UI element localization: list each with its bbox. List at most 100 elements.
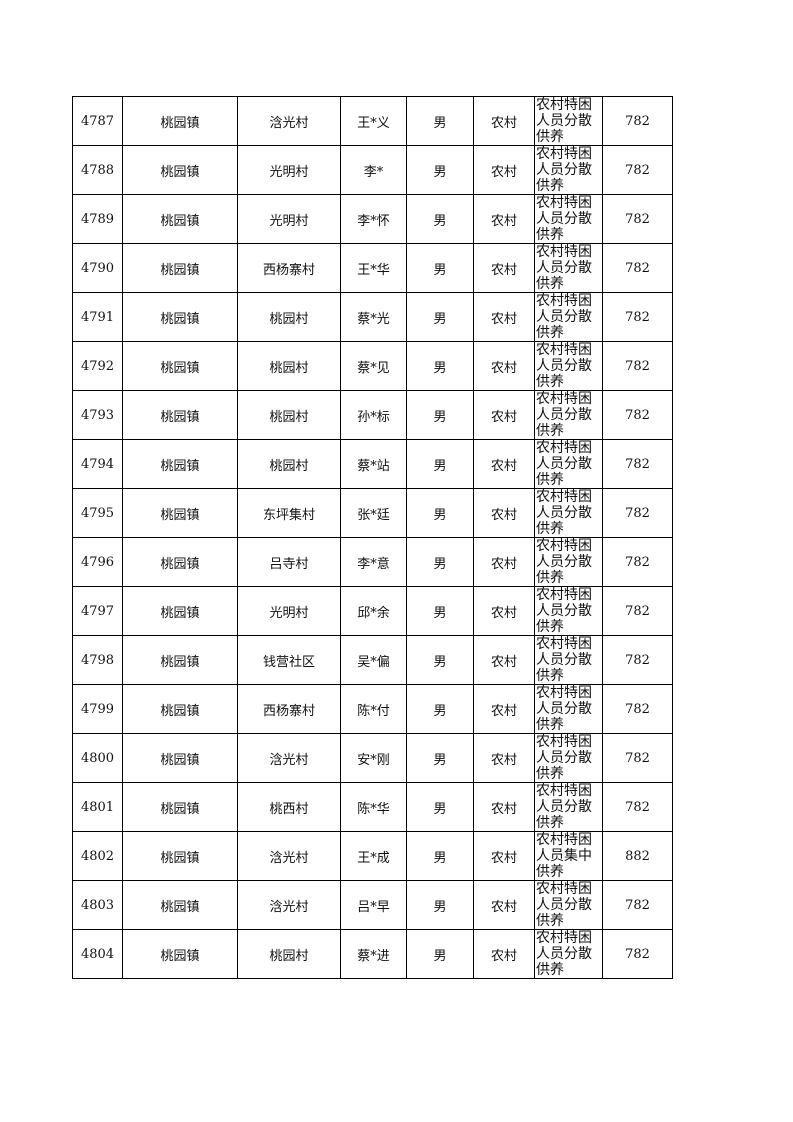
cell-village: 浛光村 bbox=[237, 831, 341, 881]
cell-name: 吴*偏 bbox=[340, 635, 407, 685]
cell-category: 农村特困人员分散供养 bbox=[534, 194, 603, 244]
cell-text: 农村特困人员分散供养 bbox=[536, 881, 592, 929]
cell-name: 蔡*见 bbox=[340, 341, 407, 391]
cell-name: 孙*标 bbox=[340, 390, 407, 440]
cell-category: 农村特困人员分散供养 bbox=[534, 733, 603, 783]
cell-id: 4798 bbox=[72, 635, 123, 685]
table-row: 4788 桃园镇 光明村 李* 男农村 农村特困人员分散供养 782 bbox=[72, 145, 673, 195]
cell-text: 农村特困人员分散供养 bbox=[536, 97, 592, 145]
cell-area: 农村 bbox=[473, 880, 535, 930]
cell-area: 农村 bbox=[473, 537, 535, 587]
cell-gender: 男 bbox=[406, 194, 474, 244]
cell-category: 农村特困人员分散供养 bbox=[534, 684, 603, 734]
cell-text: 农村特困人员分散供养 bbox=[536, 293, 592, 341]
cell-town: 桃园镇 bbox=[122, 635, 238, 685]
table-row: 4794 桃园镇 桃园村 蔡*站男农村 农村特困人员分散供养 782 bbox=[72, 439, 673, 489]
cell-area: 农村 bbox=[473, 390, 535, 440]
cell-village: 吕寺村 bbox=[237, 537, 341, 587]
table-row: 4801 桃园镇 桃西村 陈*华男农村 农村特困人员分散供养 782 bbox=[72, 782, 673, 832]
cell-area: 农村 bbox=[473, 292, 535, 342]
cell-town: 桃园镇 bbox=[122, 439, 238, 489]
cell-town: 桃园镇 bbox=[122, 880, 238, 930]
cell-village: 光明村 bbox=[237, 145, 341, 195]
cell-category: 农村特困人员分散供养 bbox=[534, 586, 603, 636]
cell-text: 农村特困人员分散供养 bbox=[536, 489, 592, 537]
cell-town: 桃园镇 bbox=[122, 194, 238, 244]
cell-name: 李*意 bbox=[340, 537, 407, 587]
cell-amount: 782 bbox=[602, 439, 673, 489]
cell-category: 农村特困人员分散供养 bbox=[534, 390, 603, 440]
cell-amount: 782 bbox=[602, 292, 673, 342]
cell-id: 4796 bbox=[72, 537, 123, 587]
table-row: 4790 桃园镇 西杨寨村 王*华男农村 农村特困人员分散供养 782 bbox=[72, 243, 673, 293]
cell-gender: 男 bbox=[406, 782, 474, 832]
cell-id: 4787 bbox=[72, 96, 123, 146]
cell-town: 桃园镇 bbox=[122, 684, 238, 734]
cell-name: 李*怀 bbox=[340, 194, 407, 244]
cell-gender: 男 bbox=[406, 929, 474, 979]
cell-village: 西杨寨村 bbox=[237, 684, 341, 734]
cell-name: 陈*付 bbox=[340, 684, 407, 734]
cell-gender: 男 bbox=[406, 341, 474, 391]
table-row: 4804 桃园镇 桃园村 蔡*进男农村 农村特困人员分散供养 782 bbox=[72, 929, 673, 979]
cell-gender: 男 bbox=[406, 586, 474, 636]
cell-town: 桃园镇 bbox=[122, 488, 238, 538]
cell-gender: 男 bbox=[406, 96, 474, 146]
cell-category: 农村特困人员分散供养 bbox=[534, 929, 603, 979]
cell-name: 陈*华 bbox=[340, 782, 407, 832]
cell-amount: 782 bbox=[602, 537, 673, 587]
cell-category: 农村特困人员分散供养 bbox=[534, 439, 603, 489]
cell-town: 桃园镇 bbox=[122, 243, 238, 293]
cell-town: 桃园镇 bbox=[122, 96, 238, 146]
cell-category: 农村特困人员分散供养 bbox=[534, 292, 603, 342]
cell-name: 王*义 bbox=[340, 96, 407, 146]
cell-gender: 男 bbox=[406, 635, 474, 685]
cell-amount: 782 bbox=[602, 145, 673, 195]
cell-amount: 782 bbox=[602, 684, 673, 734]
cell-amount: 782 bbox=[602, 341, 673, 391]
cell-amount: 782 bbox=[602, 635, 673, 685]
cell-gender: 男 bbox=[406, 243, 474, 293]
cell-category: 农村特困人员分散供养 bbox=[534, 782, 603, 832]
cell-name: 蔡*光 bbox=[340, 292, 407, 342]
cell-id: 4803 bbox=[72, 880, 123, 930]
cell-text: 农村特困人员分散供养 bbox=[536, 146, 592, 194]
table-row: 4793 桃园镇 桃园村 孙*标男农村 农村特困人员分散供养 782 bbox=[72, 390, 673, 440]
table-row: 4802 桃园镇 浛光村 王*成男农村 农村特困人员集中供养 882 bbox=[72, 831, 673, 881]
cell-town: 桃园镇 bbox=[122, 831, 238, 881]
cell-name: 吕*早 bbox=[340, 880, 407, 930]
cell-id: 4799 bbox=[72, 684, 123, 734]
cell-id: 4797 bbox=[72, 586, 123, 636]
cell-id: 4800 bbox=[72, 733, 123, 783]
cell-text: 农村特困人员分散供养 bbox=[536, 244, 592, 292]
cell-name: 蔡*站 bbox=[340, 439, 407, 489]
cell-area: 农村 bbox=[473, 929, 535, 979]
cell-name: 张*廷 bbox=[340, 488, 407, 538]
cell-text: 农村特困人员分散供养 bbox=[536, 391, 592, 439]
cell-text: 农村特困人员分散供养 bbox=[536, 685, 592, 733]
cell-gender: 男 bbox=[406, 684, 474, 734]
cell-town: 桃园镇 bbox=[122, 390, 238, 440]
cell-town: 桃园镇 bbox=[122, 733, 238, 783]
table-row: 4791 桃园镇 桃园村 蔡*光男农村 农村特困人员分散供养 782 bbox=[72, 292, 673, 342]
cell-category: 农村特困人员分散供养 bbox=[534, 635, 603, 685]
cell-amount: 782 bbox=[602, 880, 673, 930]
cell-village: 光明村 bbox=[237, 586, 341, 636]
cell-gender: 男 bbox=[406, 145, 474, 195]
cell-amount: 782 bbox=[602, 488, 673, 538]
cell-name: 李* bbox=[340, 145, 407, 195]
cell-village: 浛光村 bbox=[237, 880, 341, 930]
cell-town: 桃园镇 bbox=[122, 292, 238, 342]
cell-area: 农村 bbox=[473, 684, 535, 734]
cell-town: 桃园镇 bbox=[122, 145, 238, 195]
cell-id: 4790 bbox=[72, 243, 123, 293]
cell-category: 农村特困人员分散供养 bbox=[534, 537, 603, 587]
cell-area: 农村 bbox=[473, 243, 535, 293]
cell-area: 农村 bbox=[473, 831, 535, 881]
table-row: 4803 桃园镇 浛光村 吕*早男农村 农村特困人员分散供养 782 bbox=[72, 880, 673, 930]
cell-village: 桃园村 bbox=[237, 341, 341, 391]
cell-category: 农村特困人员分散供养 bbox=[534, 488, 603, 538]
cell-village: 桃西村 bbox=[237, 782, 341, 832]
cell-name: 王*成 bbox=[340, 831, 407, 881]
